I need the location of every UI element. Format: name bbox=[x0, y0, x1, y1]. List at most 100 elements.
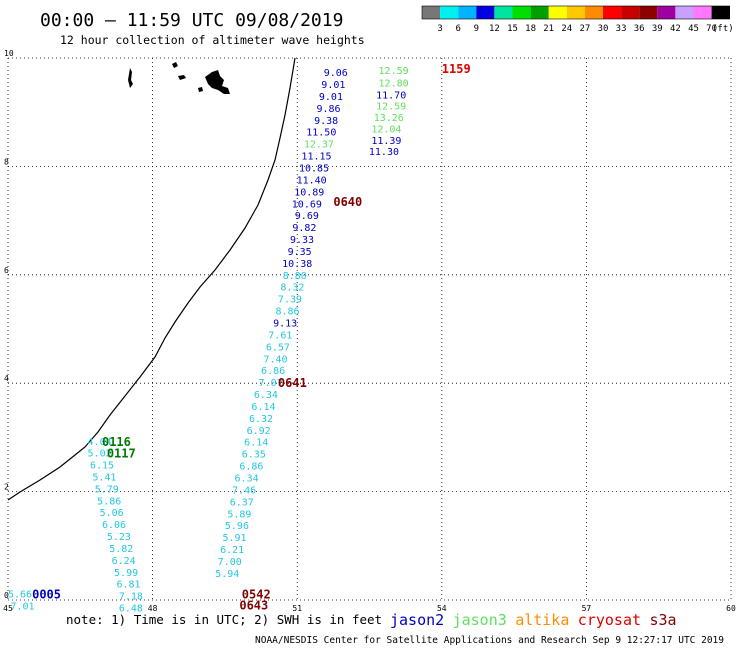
colorbar-label: 15 bbox=[507, 24, 518, 34]
footer-credit: NOAA/NESDIS Center for Satellite Applica… bbox=[255, 635, 724, 646]
wave-height-value: 8.80 bbox=[283, 271, 307, 282]
colorbar-label: 70 bbox=[706, 24, 717, 34]
colorbar-frame bbox=[421, 5, 731, 20]
colorbar-swatch bbox=[657, 6, 676, 19]
wave-height-value: 10.89 bbox=[294, 187, 324, 198]
map-title: 00:00 – 11:59 UTC 09/08/2019 bbox=[40, 10, 343, 31]
wave-height-value: 7.07 bbox=[259, 378, 283, 389]
colorbar-unit: (ft) bbox=[712, 24, 734, 34]
islet-2 bbox=[172, 62, 178, 68]
x-tick-label: 57 bbox=[582, 604, 592, 613]
wave-height-value: 7.61 bbox=[268, 330, 292, 341]
track-0640: 9.069.019.019.869.3811.5012.3711.1510.85… bbox=[215, 68, 348, 580]
colorbar-swatch bbox=[693, 6, 712, 19]
wave-height-value: 11.30 bbox=[369, 147, 399, 158]
wave-height-value: 11.40 bbox=[297, 175, 327, 186]
y-tick-label: 6 bbox=[4, 266, 9, 275]
wave-height-value: 7.18 bbox=[119, 592, 143, 603]
time-0640: 0640 bbox=[333, 195, 362, 209]
islet-3 bbox=[178, 75, 186, 80]
wave-height-value: 6.15 bbox=[90, 461, 114, 472]
wave-height-value: 9.01 bbox=[321, 80, 345, 91]
wave-height-value: 7.40 bbox=[263, 354, 287, 365]
time-0641: 0641 bbox=[278, 376, 307, 390]
x-tick-label: 45 bbox=[3, 604, 13, 613]
wave-height-value: 5.23 bbox=[107, 532, 131, 543]
wave-height-value: 9.13 bbox=[273, 318, 297, 329]
coastline-somalia bbox=[7, 57, 296, 501]
wave-height-value: 7.00 bbox=[218, 557, 242, 568]
wave-height-value: 6.06 bbox=[102, 520, 126, 531]
legend-jason3: jason3 bbox=[453, 611, 507, 629]
wave-height-value: 8.32 bbox=[280, 283, 304, 294]
track-0005: 5.667.01 bbox=[8, 589, 35, 612]
colorbar-swatch bbox=[494, 6, 513, 19]
colorbar-label: 45 bbox=[688, 24, 699, 34]
wave-height-value: 11.15 bbox=[301, 152, 331, 163]
y-tick-label: 0 bbox=[4, 591, 9, 600]
wave-height-value: 9.86 bbox=[316, 104, 340, 115]
wave-height-value: 8.86 bbox=[276, 307, 300, 318]
wave-height-value: 5.79 bbox=[95, 484, 119, 495]
wave-height-value: 9.82 bbox=[292, 223, 316, 234]
wave-height-value: 4.04 bbox=[88, 437, 112, 448]
colorbar-label: 33 bbox=[616, 24, 627, 34]
wave-height-value: 11.39 bbox=[371, 136, 401, 147]
colorbar-swatch bbox=[584, 6, 603, 19]
time-0542: 0542 bbox=[242, 587, 271, 601]
wave-height-value: 6.14 bbox=[244, 438, 268, 449]
wave-height-value: 12.59 bbox=[376, 102, 406, 113]
wave-height-value: 6.86 bbox=[239, 462, 263, 473]
colorbar-swatch bbox=[711, 6, 730, 19]
wave-height-value: 6.37 bbox=[230, 497, 254, 508]
satellite-legend: jason2 jason3 altika cryosat s3a bbox=[390, 611, 677, 629]
colorbar-swatch bbox=[548, 6, 567, 19]
wave-height-value: 12.80 bbox=[379, 78, 409, 89]
legend-jason2: jason2 bbox=[390, 611, 444, 629]
wave-height-value: 5.94 bbox=[215, 569, 239, 580]
socotra-island bbox=[205, 70, 230, 94]
colorbar-label: 30 bbox=[598, 24, 609, 34]
x-tick-label: 48 bbox=[148, 604, 158, 613]
colorbar-swatch bbox=[566, 6, 585, 19]
colorbar-label: 39 bbox=[652, 24, 663, 34]
colorbar-label: 27 bbox=[579, 24, 590, 34]
colorbar-label: 18 bbox=[525, 24, 536, 34]
wave-height-value: 5.89 bbox=[227, 509, 251, 520]
map-subtitle: 12 hour collection of altimeter wave hei… bbox=[60, 33, 365, 47]
wave-height-value: 9.38 bbox=[314, 116, 338, 127]
colorbar-swatch bbox=[458, 6, 477, 19]
wave-height-value: 5.41 bbox=[92, 472, 116, 483]
colorbar-label: 21 bbox=[543, 24, 554, 34]
wave-height-value: 6.57 bbox=[266, 342, 290, 353]
colorbar-label: 12 bbox=[489, 24, 500, 34]
altimeter-tracks: 12.5912.8011.7012.5913.2612.0411.3911.30… bbox=[8, 66, 409, 615]
wave-height-value: 5.91 bbox=[222, 533, 246, 544]
wave-height-value: 9.35 bbox=[288, 247, 312, 258]
islet-1 bbox=[128, 68, 133, 88]
time-0643: 0643 bbox=[239, 598, 268, 612]
wave-height-value: 6.81 bbox=[116, 580, 140, 591]
wave-height-value: 11.70 bbox=[376, 90, 406, 101]
y-tick-label: 8 bbox=[4, 157, 9, 166]
wave-height-value: 11.50 bbox=[306, 128, 336, 139]
wave-height-value: 12.37 bbox=[304, 140, 334, 151]
wave-height-value: 7.46 bbox=[232, 485, 256, 496]
wave-height-value: 9.06 bbox=[324, 68, 348, 79]
legend-cryosat: cryosat bbox=[578, 611, 641, 629]
wave-height-value: 6.21 bbox=[220, 545, 244, 556]
colorbar-swatch bbox=[603, 6, 622, 19]
colorbar-swatch bbox=[530, 6, 549, 19]
axis-labels: 45 48 51 54 57 60 0 2 4 6 8 10 bbox=[3, 49, 736, 613]
wave-height-value: 7.01 bbox=[10, 601, 34, 612]
colorbar-label: 24 bbox=[561, 24, 572, 34]
colorbar-label: 36 bbox=[634, 24, 645, 34]
x-tick-label: 51 bbox=[292, 604, 302, 613]
time-0117: 0117 bbox=[107, 447, 136, 461]
wave-height-value: 6.24 bbox=[112, 556, 136, 567]
colorbar-label: 9 bbox=[474, 24, 479, 34]
wave-height-value: 5.99 bbox=[114, 568, 138, 579]
time-1159: 1159 bbox=[442, 62, 471, 76]
